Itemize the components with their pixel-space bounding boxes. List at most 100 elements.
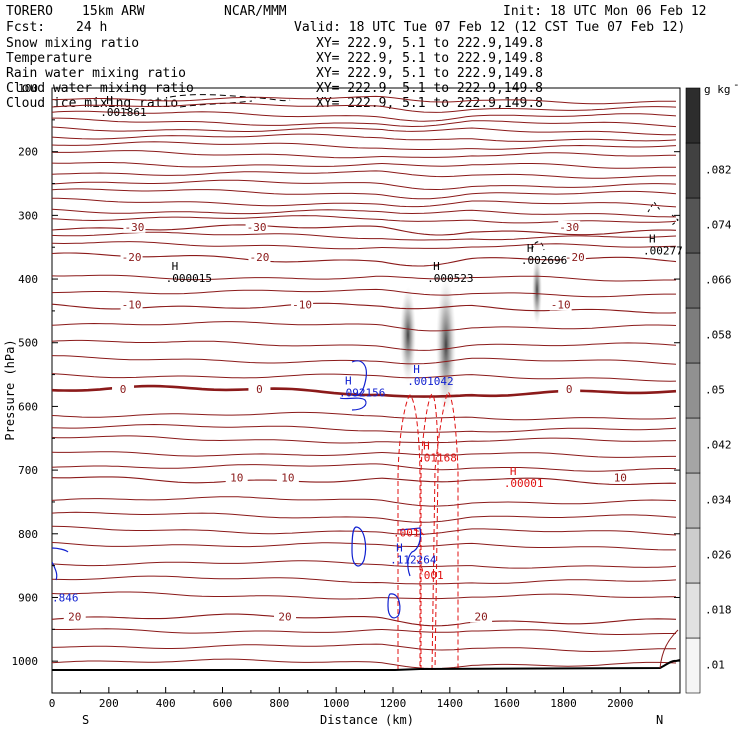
isotherm-label: 20 bbox=[68, 611, 81, 624]
isotherm-20 bbox=[52, 613, 677, 627]
isotherm-line bbox=[52, 628, 676, 635]
y-tick-label: 100 bbox=[18, 82, 38, 95]
isotherm-line bbox=[52, 133, 677, 142]
y-tick-label: 200 bbox=[18, 146, 38, 159]
field-xy-snow: XY= 222.9, 5.1 to 222.9,149.8 bbox=[316, 36, 543, 51]
isotherm-line bbox=[52, 560, 677, 569]
isotherm-line bbox=[52, 231, 677, 241]
fcst-value: 24 h bbox=[76, 20, 107, 35]
isotherm-line bbox=[52, 241, 677, 250]
max-marker: H bbox=[649, 232, 656, 245]
north-label: N bbox=[656, 713, 663, 727]
isotherm-label-bg bbox=[248, 250, 271, 263]
y-tick-label: 1000 bbox=[12, 655, 39, 668]
contour-annotations: H.001861H.000015H.000523H.002696H.00277H… bbox=[52, 94, 683, 604]
isotherm-line bbox=[52, 451, 676, 458]
colorbar-label: .074 bbox=[705, 219, 732, 232]
isotherm-label-bg bbox=[120, 298, 143, 311]
isotherm-label-bg bbox=[558, 220, 581, 233]
isotherm-label: 20 bbox=[278, 611, 291, 624]
distance-axis: 0 200 400 600 800 1000 1200 1400 1600 1800 2000 bbox=[49, 687, 650, 710]
colorbar-label: .01 bbox=[705, 659, 725, 672]
max-marker: H bbox=[345, 374, 352, 387]
max-marker: H bbox=[527, 242, 534, 255]
isotherm-label: 0 bbox=[566, 383, 573, 396]
isotherm-label-bg bbox=[609, 471, 632, 484]
field-xy-rain: XY= 222.9, 5.1 to 222.9,149.8 bbox=[316, 66, 543, 81]
max-marker: H bbox=[510, 465, 517, 478]
snow-blob bbox=[436, 277, 456, 413]
isotherm-line bbox=[52, 117, 677, 128]
colorbar-label: .058 bbox=[705, 329, 732, 342]
isotherm-line bbox=[52, 591, 677, 600]
isotherm-line bbox=[52, 321, 677, 332]
y-tick-label: 600 bbox=[18, 400, 38, 413]
temperature-contours: -30 -30 -30 -20 -20 -20 -10 -10 -10 0 0 0 10 10 10 20 20… bbox=[52, 220, 677, 627]
snow-blob bbox=[400, 287, 416, 383]
colorbar-label: .018 bbox=[705, 604, 732, 617]
max-value-label: .112264 bbox=[390, 553, 437, 566]
max-value-label: .000015 bbox=[166, 272, 212, 285]
x-tick-label: 1000 bbox=[323, 697, 350, 710]
isotherm-label-bg bbox=[563, 250, 586, 263]
isotherm-label: -20 bbox=[250, 251, 270, 264]
x-tick-label: 0 bbox=[49, 697, 56, 710]
organization: NCAR/MMM bbox=[224, 4, 287, 19]
snow-blob bbox=[532, 255, 542, 325]
max-value-label: .00001 bbox=[504, 477, 544, 490]
isotherm-line bbox=[52, 170, 676, 179]
max-marker: H bbox=[396, 541, 403, 554]
x-tick-label: 1200 bbox=[380, 697, 407, 710]
colorbar-segment bbox=[685, 142, 701, 199]
isotherm-label: -30 bbox=[559, 221, 579, 234]
isotherm-line bbox=[52, 215, 677, 224]
colorbar-label: .066 bbox=[705, 274, 732, 287]
colorbar-label: .05 bbox=[705, 384, 725, 397]
isotherm-line bbox=[52, 373, 677, 382]
colorbar-label: .034 bbox=[705, 494, 732, 507]
max-value-label: .002696 bbox=[521, 254, 567, 267]
colorbar-segment bbox=[685, 582, 701, 639]
max-marker: H bbox=[413, 363, 420, 376]
isotherm-label-bg bbox=[274, 610, 297, 623]
isotherm-label: -20 bbox=[565, 251, 585, 264]
x-tick-label: 600 bbox=[213, 697, 233, 710]
isotherm-label-bg bbox=[291, 298, 314, 311]
isotherm-line bbox=[52, 141, 677, 150]
field-xy-cloud-ice: XY= 222.9, 5.1 to 222.9,149.8 bbox=[316, 96, 543, 111]
isotherm-line bbox=[52, 197, 677, 208]
isotherm-label: -10 bbox=[122, 299, 142, 312]
isotherm-line bbox=[52, 575, 677, 585]
cloud-water-contour bbox=[52, 547, 69, 581]
max-value-label: .000523 bbox=[427, 272, 473, 285]
colorbar: g kg -1 .01 .018 .026 .034 .042 .05 .058 .066 .0… bbox=[685, 78, 740, 694]
isotherm-line bbox=[52, 208, 676, 218]
isotherm-minus30 bbox=[52, 224, 677, 236]
isotherm-label: -10 bbox=[292, 299, 312, 312]
isotherm-line bbox=[52, 162, 676, 169]
isotherm-line bbox=[52, 643, 677, 653]
rain-contour bbox=[397, 394, 421, 670]
cloud-water-contour bbox=[339, 397, 367, 411]
max-value-label: .092156 bbox=[339, 386, 385, 399]
ice-contour bbox=[531, 241, 545, 251]
isotherm-label-bg bbox=[248, 383, 271, 396]
x-tick-label: 400 bbox=[156, 697, 176, 710]
snow-shading bbox=[400, 255, 542, 413]
rain-contour bbox=[431, 391, 459, 671]
max-value-label: .001 bbox=[417, 569, 444, 582]
x-tick-label: 1400 bbox=[437, 697, 464, 710]
isotherm-label: -10 bbox=[551, 299, 571, 312]
isotherm-label-bg bbox=[112, 383, 135, 396]
model-resolution: 15km ARW bbox=[82, 4, 145, 19]
isotherm-line bbox=[52, 411, 677, 421]
isotherm-line bbox=[52, 435, 677, 444]
terrain-edge bbox=[659, 629, 679, 669]
y-tick-label: 800 bbox=[18, 528, 38, 541]
isotherm-line bbox=[52, 179, 677, 191]
x-tick-label: 1600 bbox=[493, 697, 520, 710]
colorbar-segment bbox=[685, 417, 701, 474]
colorbar-segment bbox=[685, 362, 701, 419]
isotherm-label: -20 bbox=[122, 251, 142, 264]
